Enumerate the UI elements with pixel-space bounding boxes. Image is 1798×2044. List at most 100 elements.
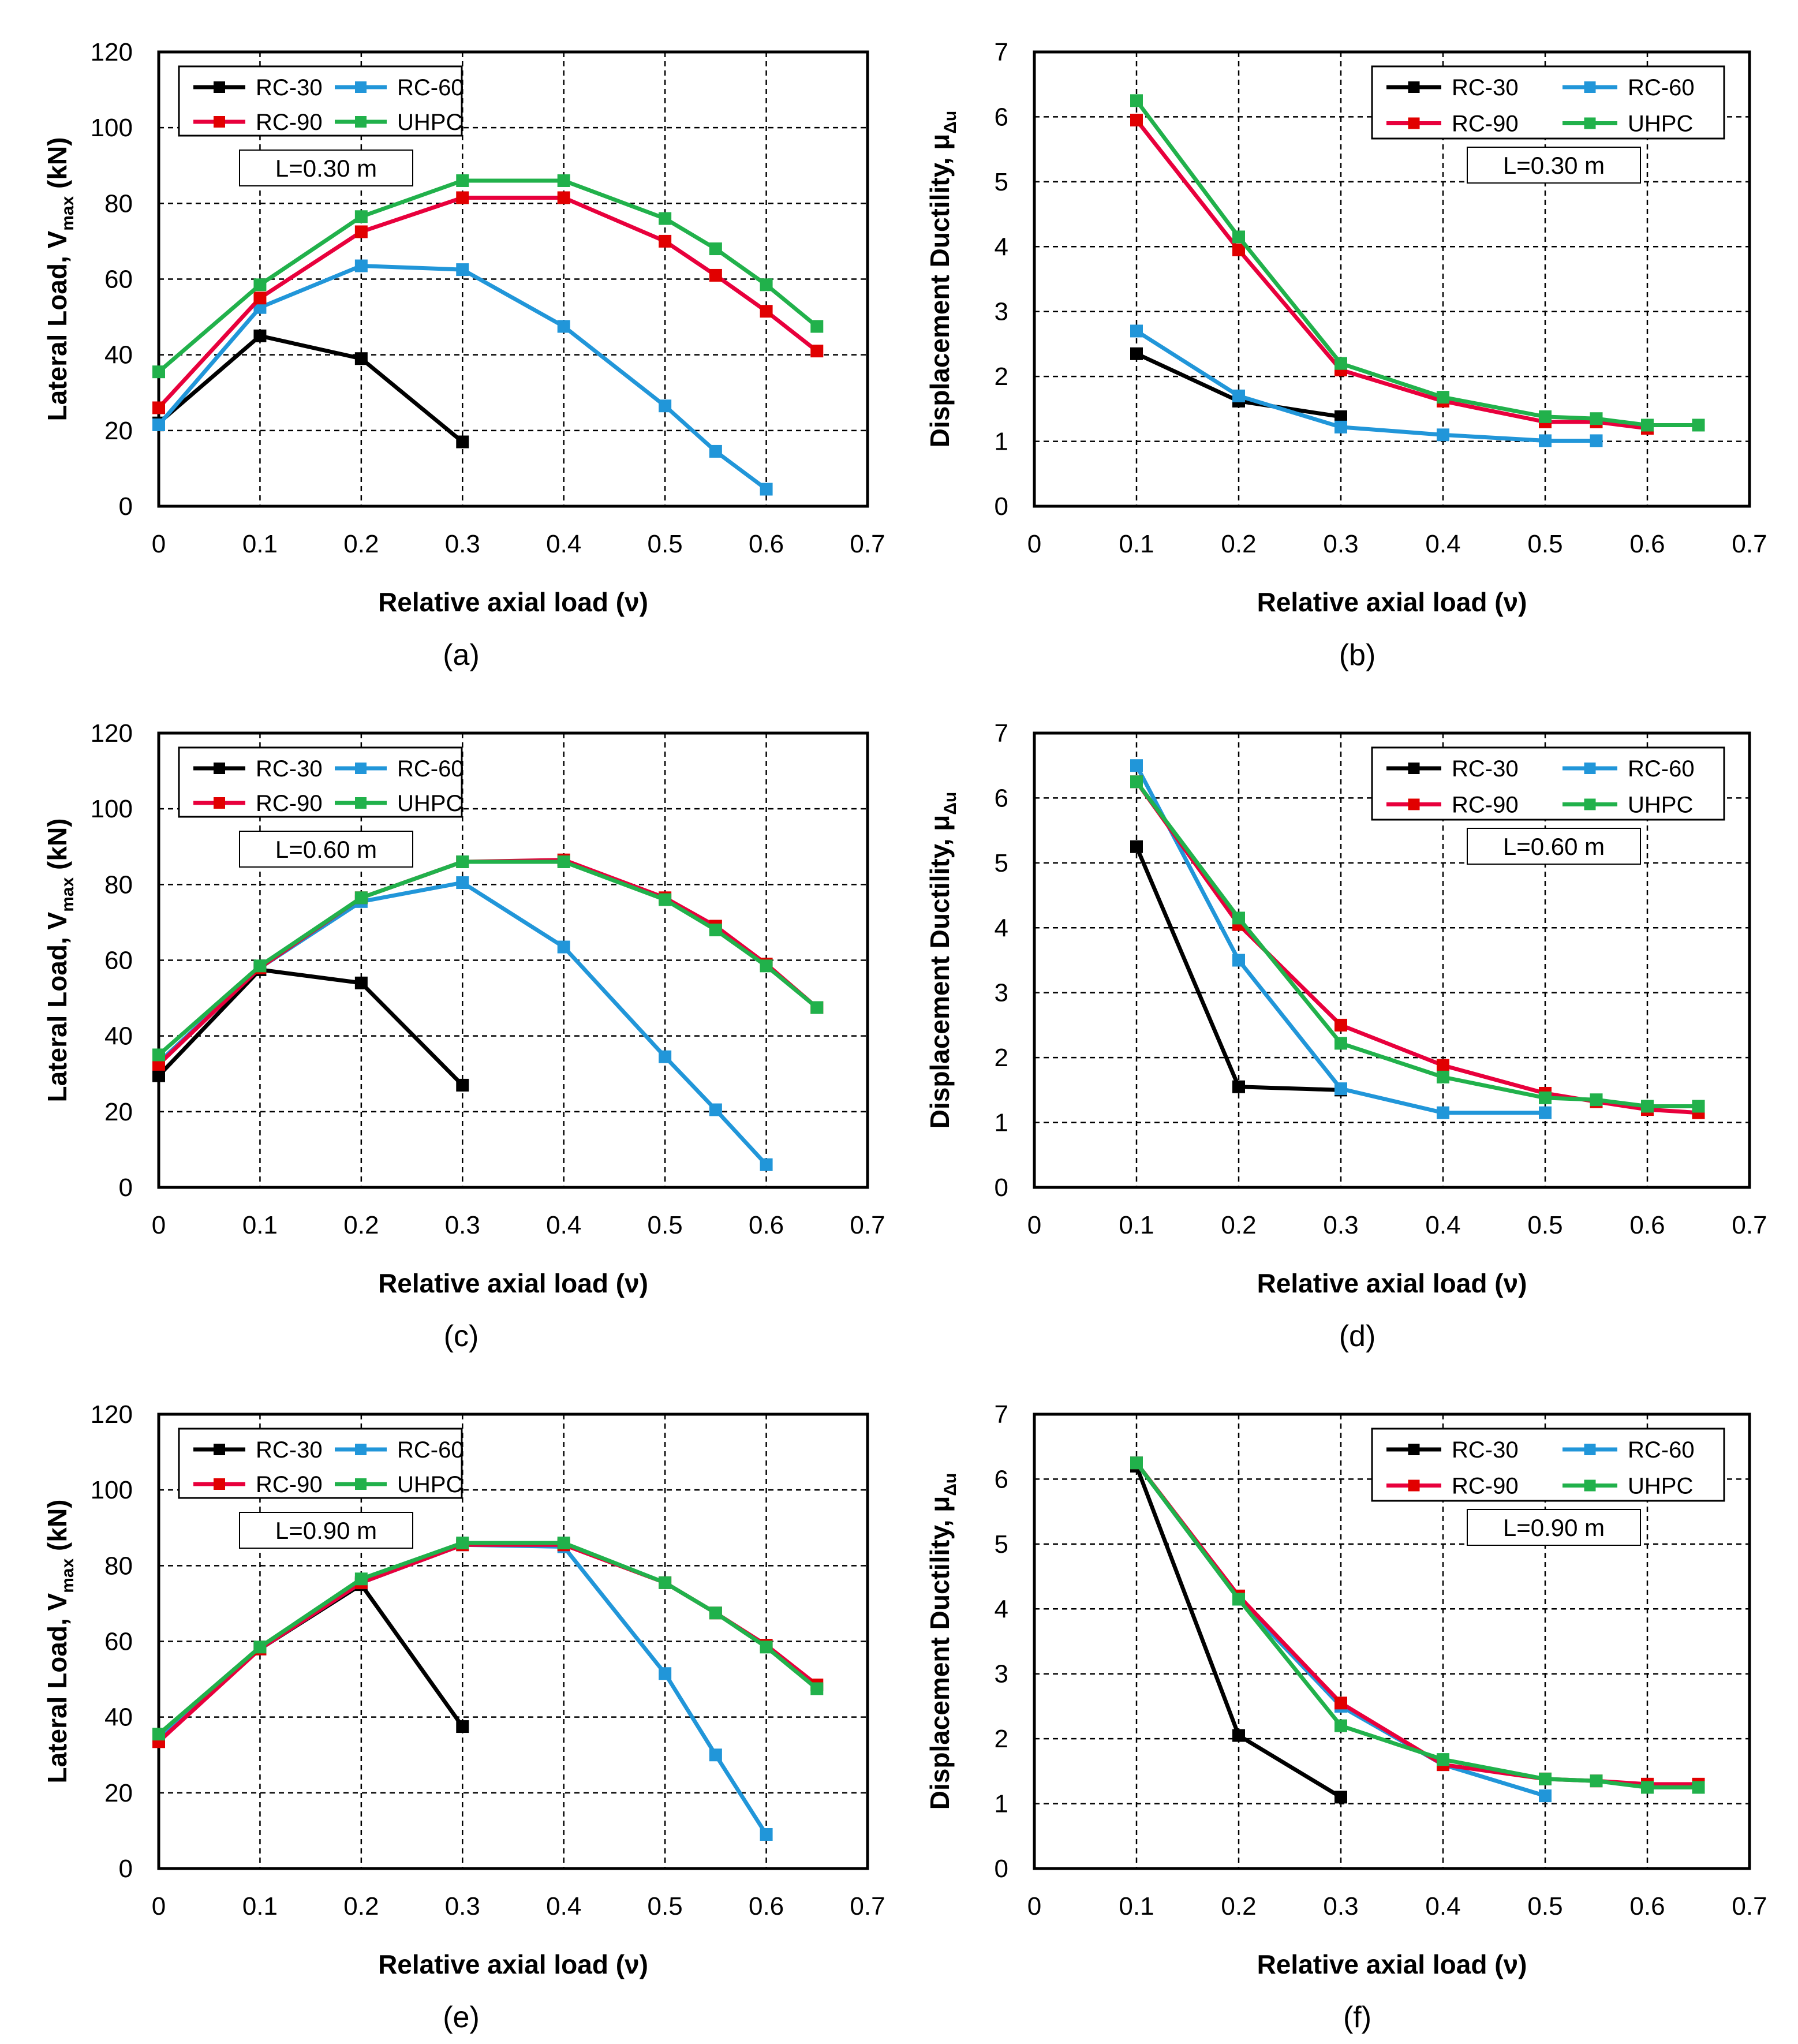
y-tick-label: 60: [104, 266, 133, 294]
legend-marker-rc-60: [1584, 763, 1596, 774]
data-point-uhpc: [354, 891, 368, 905]
legend-label-rc-60: RC-60: [397, 75, 464, 100]
y-tick-label: 6: [995, 784, 1008, 812]
x-tick-label: 0.3: [1323, 1892, 1358, 1920]
data-point-uhpc: [760, 278, 773, 292]
x-tick-label: 0.3: [1323, 530, 1358, 558]
x-tick-label: 0.3: [1323, 1211, 1358, 1239]
data-point-rc-30: [1232, 1729, 1245, 1742]
chart-panel-b: 0 0.1 0.2 0.3 0.4 0.5 0.6 0.7 0 1 2 3 4 5 6 7 RC-30 RC-6…: [899, 0, 1798, 681]
data-point-uhpc: [1130, 94, 1143, 107]
plot-area-frame: [1033, 1413, 1751, 1870]
legend-label-rc-30: RC-30: [1452, 75, 1519, 100]
x-tick-label: 0.4: [546, 1892, 581, 1920]
data-point-rc-60: [1335, 420, 1347, 434]
x-tick-label: 0.7: [1732, 530, 1767, 558]
y-tick-label: 1: [995, 1109, 1008, 1137]
x-tick-label: 0.7: [850, 1211, 885, 1239]
x-tick-label: 0.5: [648, 1211, 683, 1239]
legend-marker-rc-60: [1584, 1444, 1596, 1455]
data-point-uhpc: [1641, 1781, 1654, 1794]
plot-area-frame: [157, 1413, 869, 1870]
panel-caption: (f): [1343, 2001, 1371, 2034]
x-tick-label: 0.3: [445, 1211, 480, 1239]
legend-marker-uhpc: [1584, 798, 1596, 810]
y-tick-label: 2: [995, 1044, 1008, 1072]
x-tick-label: 0: [1027, 530, 1041, 558]
legend-label-rc-60: RC-60: [1628, 1437, 1695, 1463]
x-tick-label: 0.2: [343, 530, 379, 558]
chart-panel-e: 0 0.1 0.2 0.3 0.4 0.5 0.6 0.7 0 20 40 60 80 100 120 RC…: [0, 1362, 899, 2044]
data-point-uhpc: [709, 242, 722, 256]
y-axis-label: Displacement Ductility, μΔu: [925, 1473, 960, 1810]
data-point-rc-60: [1437, 1106, 1449, 1119]
data-point-rc-60: [557, 320, 570, 333]
legend-label-rc-30: RC-30: [1452, 1437, 1519, 1463]
span-length-box: [1467, 147, 1641, 184]
series-line-uhpc: [157, 860, 818, 1057]
panel-caption: (e): [443, 2001, 480, 2034]
x-axis-label: Relative axial load (ν): [378, 587, 648, 617]
x-tick-label: 0.5: [648, 1892, 683, 1920]
x-tick-label: 0.7: [1732, 1211, 1767, 1239]
data-point-rc-90: [152, 401, 165, 414]
data-point-rc-60: [557, 940, 570, 954]
data-point-rc-90: [253, 292, 267, 305]
x-tick-label: 0.4: [1425, 530, 1460, 558]
data-point-uhpc: [709, 1606, 722, 1620]
data-point-rc-60: [709, 1748, 722, 1762]
data-point-uhpc: [659, 212, 672, 225]
data-point-uhpc: [557, 1536, 570, 1549]
legend-label-rc-60: RC-60: [1628, 75, 1695, 100]
chart-svg-f: 0 0.1 0.2 0.3 0.4 0.5 0.6 0.7 0 1 2 3 4 5 6 7 RC-30 RC-6…: [925, 1400, 1767, 2034]
data-point-uhpc: [659, 1576, 672, 1589]
span-length-box: [239, 150, 413, 186]
y-tick-label: 4: [995, 233, 1008, 261]
legend-marker-rc-90: [1408, 117, 1420, 129]
data-point-uhpc: [1437, 1753, 1449, 1766]
data-point-rc-60: [456, 263, 469, 276]
legend-marker-rc-30: [214, 763, 225, 774]
span-length-label: L=0.60 m: [275, 836, 377, 863]
legend-marker-rc-30: [1408, 763, 1420, 774]
data-point-uhpc: [456, 1536, 469, 1549]
data-point-rc-60: [760, 483, 773, 496]
data-point-rc-60: [760, 1828, 773, 1841]
series-line-rc-90: [1135, 1462, 1699, 1787]
data-point-uhpc: [1335, 357, 1347, 370]
data-point-uhpc: [1130, 1456, 1143, 1470]
data-point-uhpc: [810, 320, 824, 333]
data-point-uhpc: [1335, 1037, 1347, 1050]
y-tick-label: 40: [104, 1703, 133, 1732]
data-point-rc-90: [1437, 1059, 1449, 1072]
data-point-rc-60: [1232, 954, 1245, 967]
series-line-uhpc: [1135, 1462, 1699, 1789]
chart-panel-f: 0 0.1 0.2 0.3 0.4 0.5 0.6 0.7 0 1 2 3 4 5 6 7 RC-30 RC-6…: [899, 1362, 1798, 2044]
legend-marker-rc-60: [355, 763, 367, 774]
data-point-uhpc: [456, 855, 469, 868]
data-point-rc-30: [1130, 347, 1143, 360]
legend-marker-rc-30: [1408, 81, 1420, 93]
span-length-label: L=0.90 m: [1503, 1514, 1605, 1541]
chart-svg-d: 0 0.1 0.2 0.3 0.4 0.5 0.6 0.7 0 1 2 3 4 5 6 7 RC-30 RC-6…: [925, 719, 1767, 1353]
data-point-rc-60: [659, 1050, 672, 1063]
legend-marker-rc-30: [214, 81, 225, 93]
legend-label-rc-90: RC-90: [256, 1472, 323, 1497]
data-point-uhpc: [659, 893, 672, 906]
y-tick-label: 100: [91, 114, 133, 142]
series-line-rc-60: [1135, 329, 1597, 443]
span-length-label: L=0.30 m: [275, 155, 377, 182]
span-length-label: L=0.30 m: [1503, 152, 1605, 179]
data-point-uhpc: [1232, 1593, 1245, 1606]
data-point-uhpc: [810, 1001, 824, 1014]
data-point-rc-60: [659, 399, 672, 413]
legend-label-uhpc: UHPC: [1628, 1474, 1693, 1499]
legend-label-uhpc: UHPC: [1628, 111, 1693, 137]
legend-label-rc-60: RC-60: [397, 1437, 464, 1463]
x-tick-label: 0.4: [1425, 1211, 1460, 1239]
data-point-uhpc: [760, 959, 773, 973]
data-point-rc-90: [709, 268, 722, 282]
y-axis-label: Displacement Ductility, μΔu: [925, 111, 960, 448]
x-tick-label: 0.3: [445, 1892, 480, 1920]
data-point-rc-60: [709, 444, 722, 458]
